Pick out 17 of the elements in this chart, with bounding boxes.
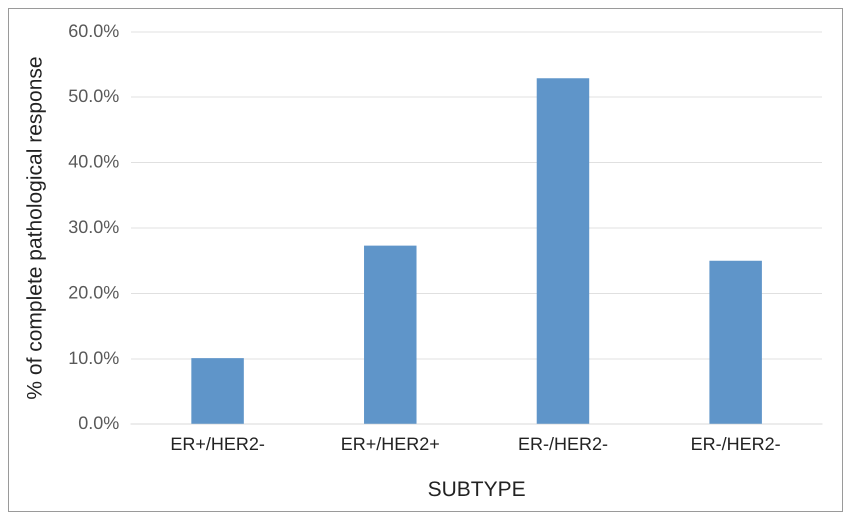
x-axis-title: SUBTYPE [428,478,526,502]
y-tick-label: 20.0% [68,282,120,302]
x-tick-label: ER+/HER2- [170,434,265,454]
y-tick-label: 10.0% [68,348,120,368]
x-tick-label: ER-/HER2- [690,434,781,454]
y-tick-label: 0.0% [78,413,120,434]
y-tick-label: 40.0% [68,152,120,172]
bar [191,358,244,424]
bar [536,78,590,424]
bar [709,260,762,424]
x-tick-label: ER+/HER2+ [340,434,440,454]
y-tick-label: 60.0% [68,20,120,41]
bar [364,246,417,424]
x-tick-label: ER-/HER2- [518,434,608,454]
y-tick-label: 30.0% [68,216,120,237]
y-tick-label: 50.0% [68,86,120,106]
y-axis-title: % of complete pathological response [23,56,46,400]
